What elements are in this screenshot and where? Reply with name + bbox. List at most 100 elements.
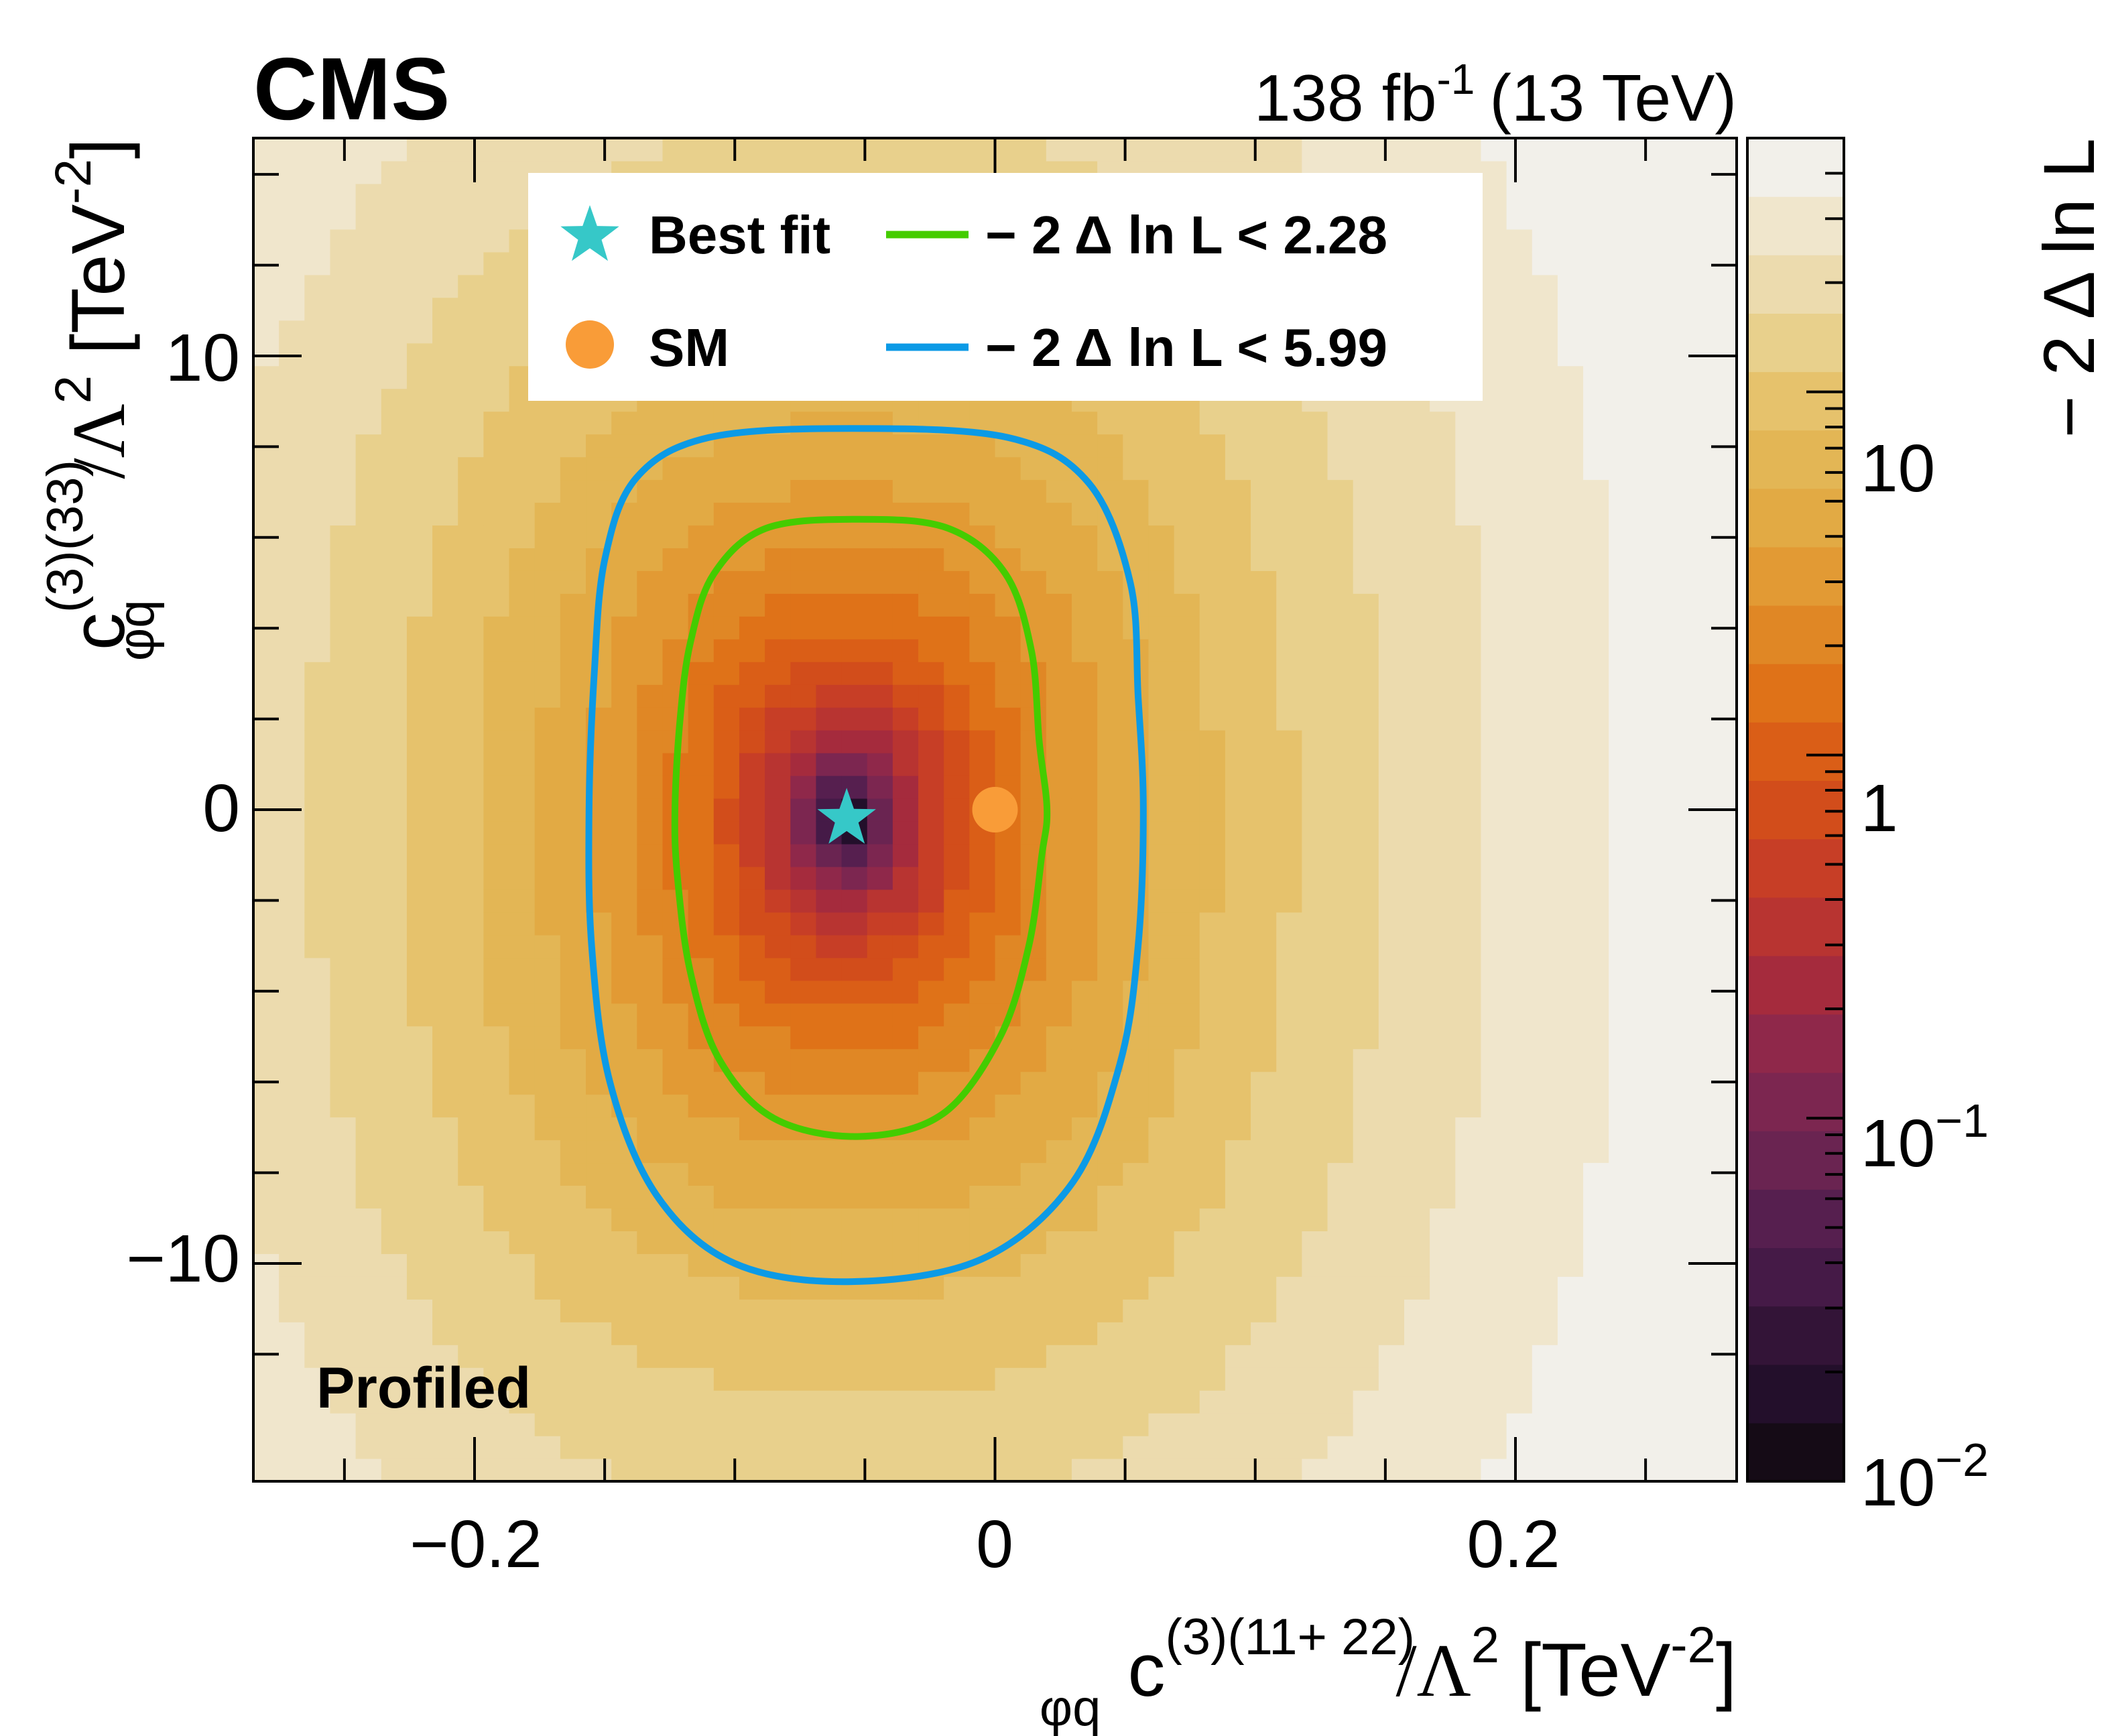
heatmap-cell bbox=[1557, 662, 1584, 685]
heatmap-cell bbox=[279, 639, 305, 662]
heatmap-cell bbox=[611, 456, 637, 481]
heatmap-cell bbox=[688, 1390, 715, 1414]
heatmap-cell bbox=[355, 388, 382, 412]
heatmap-cell bbox=[279, 1367, 305, 1391]
heatmap-cell bbox=[1481, 730, 1507, 753]
heatmap-cell bbox=[1251, 1413, 1277, 1436]
heatmap-cell bbox=[432, 980, 458, 1004]
heatmap-cell bbox=[892, 934, 919, 958]
heatmap-cell bbox=[406, 1048, 433, 1072]
heatmap-cell bbox=[1685, 980, 1712, 1004]
heatmap-cell bbox=[688, 1299, 715, 1322]
heatmap-cell bbox=[1404, 434, 1430, 458]
heatmap-cell bbox=[816, 957, 843, 981]
heatmap-cell bbox=[1711, 1048, 1737, 1072]
heatmap-cell bbox=[534, 479, 561, 503]
heatmap-cell bbox=[483, 707, 510, 731]
heatmap-cell bbox=[637, 1413, 664, 1436]
heatmap-cell bbox=[1302, 1436, 1328, 1459]
heatmap-cell bbox=[1481, 548, 1507, 571]
heatmap-cell bbox=[1532, 183, 1558, 207]
heatmap-cell bbox=[662, 1413, 689, 1436]
heatmap-cell bbox=[969, 1459, 996, 1482]
heatmap-cell bbox=[1404, 776, 1430, 799]
heatmap-cell bbox=[509, 1026, 536, 1050]
heatmap-cell bbox=[458, 662, 484, 685]
heatmap-cell bbox=[1276, 776, 1302, 799]
heatmap-cell bbox=[1046, 1367, 1072, 1391]
heatmap-cell bbox=[1174, 753, 1200, 776]
heatmap-cell bbox=[458, 753, 484, 776]
heatmap-cell bbox=[1276, 1459, 1302, 1482]
heatmap-cell bbox=[458, 479, 484, 503]
heatmap-cell bbox=[765, 456, 791, 481]
heatmap-cell bbox=[1634, 1253, 1661, 1277]
heatmap-cell bbox=[1174, 434, 1200, 458]
heatmap-cell bbox=[1123, 502, 1150, 526]
heatmap-cell bbox=[406, 138, 433, 162]
heatmap-cell bbox=[918, 662, 944, 685]
heatmap-cell bbox=[406, 1208, 433, 1231]
heatmap-cell bbox=[1685, 730, 1712, 753]
heatmap-cell bbox=[1583, 934, 1609, 958]
heatmap-cell bbox=[355, 1094, 382, 1118]
heatmap-cell bbox=[355, 229, 382, 253]
heatmap-cell bbox=[1148, 525, 1175, 548]
heatmap-cell bbox=[1199, 684, 1226, 708]
heatmap-cell bbox=[1327, 1253, 1354, 1277]
heatmap-cell bbox=[944, 570, 970, 594]
heatmap-cell bbox=[458, 776, 484, 799]
heatmap-cell bbox=[1532, 820, 1558, 845]
heatmap-cell bbox=[918, 934, 944, 958]
heatmap-cell bbox=[713, 616, 740, 639]
heatmap-cell bbox=[586, 1117, 612, 1141]
heatmap-cell bbox=[534, 1026, 561, 1050]
heatmap-cell bbox=[1557, 1231, 1584, 1254]
heatmap-cell bbox=[1046, 616, 1072, 639]
heatmap-cell bbox=[1711, 297, 1737, 321]
heatmap-cell bbox=[841, 639, 868, 662]
heatmap-cell bbox=[509, 456, 536, 481]
heatmap-cell bbox=[867, 1436, 893, 1459]
heatmap-cell bbox=[995, 1071, 1021, 1095]
heatmap-cell bbox=[1148, 1459, 1175, 1482]
heatmap-cell bbox=[1532, 343, 1558, 367]
heatmap-cell bbox=[1506, 160, 1533, 184]
heatmap-cell bbox=[1711, 866, 1737, 890]
heatmap-cell bbox=[253, 866, 279, 890]
heatmap-cell bbox=[560, 1162, 586, 1186]
heatmap-cell bbox=[713, 479, 740, 503]
heatmap-cell bbox=[304, 1436, 331, 1459]
heatmap-cell bbox=[713, 776, 740, 799]
heatmap-cell bbox=[1455, 1094, 1482, 1118]
heatmap-cell bbox=[330, 570, 357, 594]
heatmap-cell bbox=[662, 1390, 689, 1414]
heatmap-cell bbox=[483, 525, 510, 548]
heatmap-cell bbox=[1071, 525, 1098, 548]
heatmap-cell bbox=[534, 934, 561, 958]
heatmap-cell bbox=[739, 934, 765, 958]
heatmap-cell bbox=[1251, 548, 1277, 571]
heatmap-cell bbox=[1660, 1026, 1686, 1050]
heatmap-cell bbox=[1506, 1413, 1533, 1436]
heatmap-cell bbox=[944, 776, 970, 799]
heatmap-cell bbox=[1506, 388, 1533, 412]
heatmap-cell bbox=[1481, 593, 1507, 617]
heatmap-cell bbox=[1685, 297, 1712, 321]
heatmap-cell bbox=[1378, 1208, 1405, 1231]
heatmap-cell bbox=[406, 229, 433, 253]
heatmap-cell bbox=[662, 502, 689, 526]
heatmap-cell bbox=[765, 730, 791, 753]
heatmap-cell bbox=[1481, 183, 1507, 207]
heatmap-cell bbox=[304, 456, 331, 481]
heatmap-cell bbox=[841, 1322, 868, 1345]
heatmap-cell bbox=[1123, 1276, 1150, 1300]
heatmap-cell bbox=[483, 593, 510, 617]
heatmap-cell bbox=[355, 434, 382, 458]
heatmap-cell bbox=[432, 1208, 458, 1231]
heatmap-cell bbox=[458, 1276, 484, 1300]
heatmap-cell bbox=[995, 730, 1021, 753]
heatmap-cell bbox=[458, 1231, 484, 1254]
heatmap-cell bbox=[867, 1208, 893, 1231]
heatmap-cell bbox=[713, 1026, 740, 1050]
